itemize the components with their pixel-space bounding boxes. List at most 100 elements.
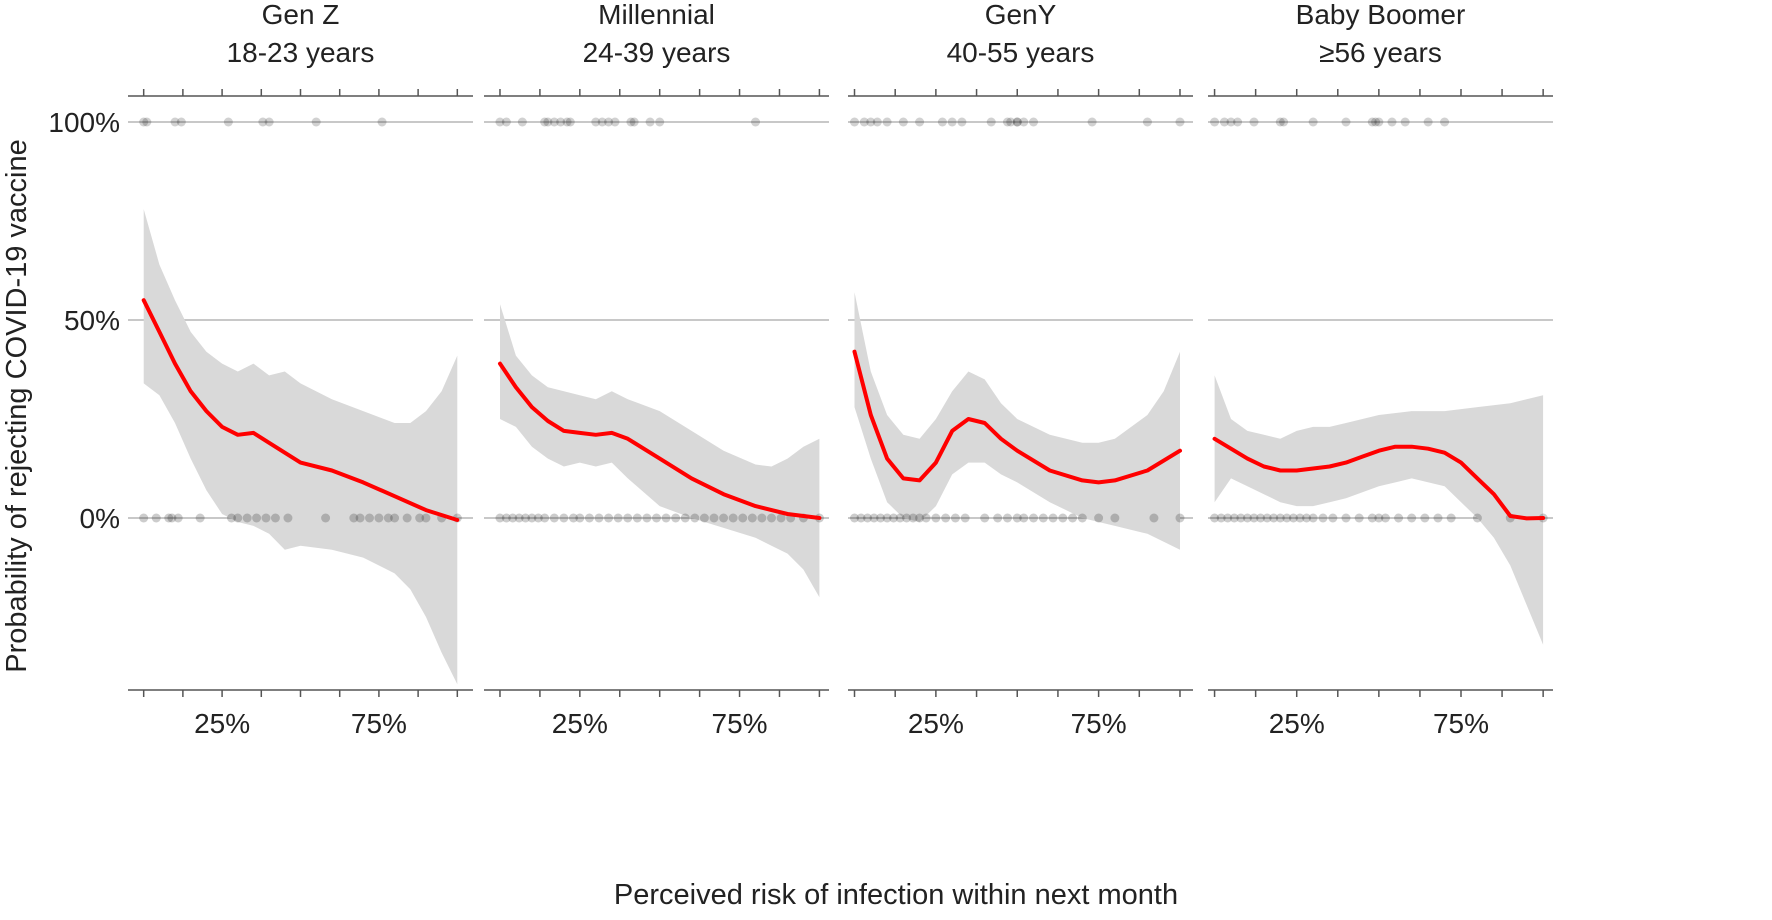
point-rejected — [377, 117, 387, 127]
point-accepted — [355, 513, 365, 523]
point-rejected — [986, 117, 996, 127]
point-accepted — [575, 513, 585, 523]
point-accepted — [1216, 513, 1226, 523]
point-accepted — [1328, 513, 1338, 523]
point-rejected — [1249, 117, 1259, 127]
panels: Gen Z 18-23 years 25% 75% Millennial 24-39 ye… — [48, 0, 1553, 739]
point-rejected — [1400, 117, 1410, 127]
point-accepted — [559, 513, 569, 523]
point-rejected — [610, 117, 620, 127]
point-rejected — [142, 117, 152, 127]
point-rejected — [626, 117, 636, 127]
point-rejected — [937, 117, 947, 127]
point-accepted — [495, 513, 505, 523]
point-accepted — [604, 513, 614, 523]
point-accepted — [270, 513, 280, 523]
point-rejected — [223, 117, 233, 127]
point-accepted — [980, 513, 990, 523]
point-accepted — [1029, 513, 1039, 523]
x-tick-label: 75% — [712, 708, 768, 739]
point-accepted — [508, 513, 518, 523]
x-tick-label: 25% — [552, 708, 608, 739]
trend-line — [141, 298, 460, 522]
point-accepted — [365, 513, 374, 523]
x-tick-label: 25% — [194, 708, 250, 739]
point-accepted — [993, 513, 1003, 523]
point-accepted — [863, 513, 873, 523]
point-rejected — [1440, 117, 1450, 127]
panel-3: GenY 40-55 years 25% 75% — [848, 0, 1193, 739]
point-accepted — [652, 513, 661, 523]
x-tick-label: 75% — [1433, 708, 1489, 739]
point-rejected — [1233, 117, 1243, 127]
point-accepted — [1038, 513, 1048, 523]
point-accepted — [164, 513, 174, 523]
point-rejected — [1367, 117, 1377, 127]
point-accepted — [252, 513, 262, 523]
point-accepted — [728, 513, 738, 523]
x-axis-label: Perceived risk of infection within next … — [614, 879, 1178, 911]
point-rejected — [957, 117, 967, 127]
point-accepted — [374, 513, 384, 523]
point-accepted — [1058, 513, 1068, 523]
point-accepted — [139, 513, 149, 523]
point-accepted — [1318, 513, 1328, 523]
point-rejected — [1012, 117, 1022, 127]
point-rejected — [501, 117, 511, 127]
point-accepted — [1048, 513, 1058, 523]
point-accepted — [856, 513, 866, 523]
point-accepted — [642, 513, 652, 523]
point-accepted — [1394, 513, 1404, 523]
point-accepted — [876, 513, 886, 523]
point-accepted — [690, 513, 700, 523]
point-rejected — [139, 117, 149, 127]
panel-subtitle: 40-55 years — [947, 37, 1095, 68]
point-rejected — [540, 117, 550, 127]
point-rejected — [549, 117, 559, 127]
point-accepted — [1420, 513, 1430, 523]
point-accepted — [680, 513, 690, 523]
point-rejected — [1341, 117, 1351, 127]
point-accepted — [1269, 513, 1279, 523]
point-accepted — [1367, 513, 1377, 523]
y-tick-label: 100% — [48, 107, 120, 138]
point-accepted — [421, 513, 431, 523]
point-accepted — [709, 513, 719, 523]
y-axis-label: Probability of rejecting COVID-19 vaccin… — [1, 139, 33, 673]
point-rejected — [258, 117, 268, 127]
point-rejected — [1371, 117, 1381, 127]
point-accepted — [1407, 513, 1417, 523]
point-rejected — [1002, 117, 1012, 127]
confidence-band — [500, 304, 820, 598]
point-accepted — [661, 513, 671, 523]
point-accepted — [261, 513, 271, 523]
point-accepted — [1472, 513, 1482, 523]
point-accepted — [501, 513, 511, 523]
point-rejected — [1279, 117, 1289, 127]
point-accepted — [882, 513, 892, 523]
point-accepted — [1308, 513, 1318, 523]
point-accepted — [1012, 513, 1022, 523]
point-accepted — [1302, 513, 1312, 523]
point-rejected — [264, 117, 274, 127]
point-accepted — [1374, 513, 1384, 523]
point-rejected — [170, 117, 180, 127]
point-accepted — [514, 513, 524, 523]
confidence-band — [143, 209, 458, 685]
point-accepted — [151, 513, 161, 523]
point-rejected — [947, 117, 957, 127]
point-accepted — [1223, 513, 1233, 523]
point-accepted — [931, 513, 941, 523]
trend-line — [1212, 436, 1546, 521]
point-accepted — [776, 513, 786, 523]
point-accepted — [1242, 513, 1252, 523]
point-accepted — [383, 513, 393, 523]
y-tick-label: 50% — [64, 305, 120, 336]
trend-line — [852, 349, 1182, 485]
point-accepted — [1380, 513, 1390, 523]
point-accepted — [1068, 513, 1078, 523]
point-accepted — [632, 513, 642, 523]
point-accepted — [349, 513, 359, 523]
point-accepted — [1149, 513, 1159, 523]
trend-line — [498, 361, 822, 520]
